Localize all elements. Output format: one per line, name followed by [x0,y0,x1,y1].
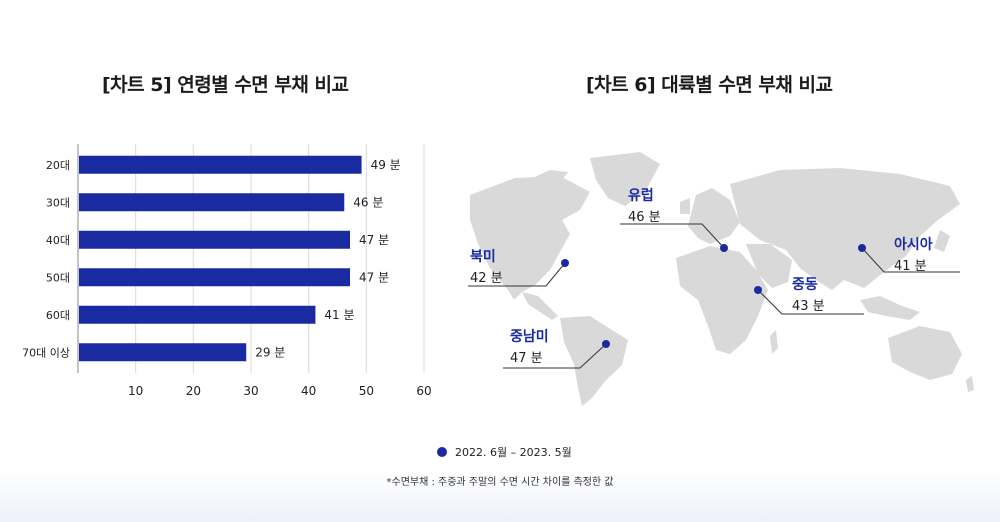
europe-leader-line [620,223,725,249]
legend: 2022. 6월 – 2023. 5월 [437,444,572,460]
middle-east-dot [754,286,762,294]
chart5-title: [차트 5] 연령별 수면 부채 비교 [102,74,349,96]
europe-value: 46 분 [628,210,661,225]
latin-america-label: 중남미 [510,329,549,345]
category-label: 60대 [46,309,70,322]
asia-dot [858,244,866,252]
value-label: 46 분 [353,195,383,209]
x-tick-label: 10 [128,384,143,398]
category-label: 30대 [46,196,70,209]
category-label: 50대 [46,271,70,284]
north-america-leader-line [468,262,566,287]
latin-america-value: 47 분 [510,351,543,366]
asia-value: 41 분 [894,259,927,274]
latin-america-dot [602,340,610,348]
x-tick-label: 60 [416,384,431,398]
bar [79,305,316,324]
footnote: *수면부채 : 주중과 주말의 수면 시간 차이를 측정한 값 [386,477,614,488]
category-label: 70대 이상 [22,346,70,359]
asia-label: 아시아 [894,237,933,253]
bar [79,343,247,362]
chart6-title: [차트 6] 대륙별 수면 부채 비교 [586,74,833,96]
legend-marker [437,447,447,457]
legend-label: 2022. 6월 – 2023. 5월 [455,446,572,459]
middle-east-leader-line [757,289,864,315]
value-label: 41 분 [324,308,354,322]
bar [79,230,351,249]
north-america-dot [561,259,569,267]
europe-dot [720,244,728,252]
x-tick-label: 50 [359,384,374,398]
value-label: 47 분 [359,233,389,247]
europe-label: 유럽 [628,188,654,204]
x-tick-label: 40 [301,384,316,398]
bar [79,268,351,287]
world-landmass [470,152,974,406]
category-label: 40대 [46,234,70,247]
category-label: 20대 [46,159,70,172]
x-tick-label: 20 [186,384,201,398]
latin-america-leader-line [503,343,607,369]
age-bar-chart: 10 20 30 40 50 60 20대 49 분 30대 46 분 40대 47 분 50대 47 분… [22,144,432,398]
value-label: 47 분 [359,270,389,284]
asia-leader-line [861,247,960,273]
x-tick-label: 30 [243,384,258,398]
north-america-value: 42 분 [470,271,503,286]
middle-east-label: 중동 [792,277,818,293]
bar [79,193,345,212]
world-map [468,152,974,406]
value-label: 49 분 [371,158,401,172]
value-label: 29 분 [255,345,285,359]
north-america-label: 북미 [470,249,496,265]
middle-east-value: 43 분 [792,299,825,314]
bar [79,155,362,174]
